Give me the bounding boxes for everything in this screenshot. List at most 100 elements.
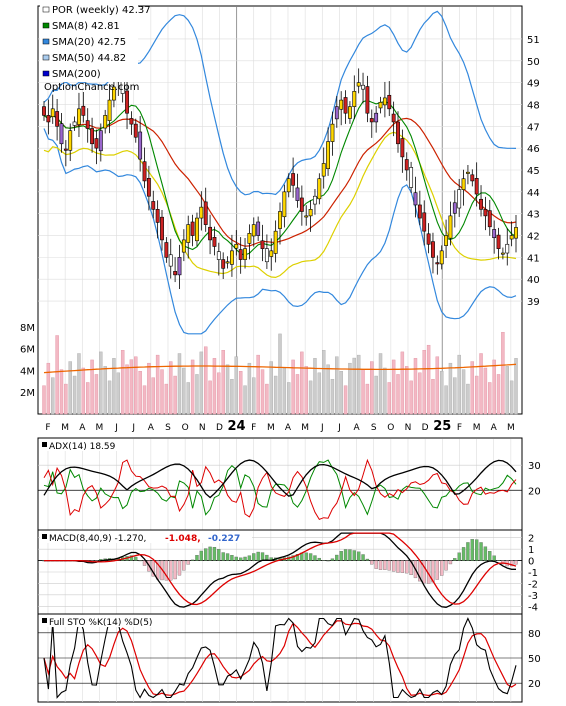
macd-histogram-bar <box>466 542 470 561</box>
candle-body <box>295 187 300 201</box>
candle-body <box>286 178 291 193</box>
candle-body <box>483 209 488 217</box>
macd-histogram-bar <box>383 560 387 570</box>
adx-line <box>43 459 517 499</box>
adx-tick-label: 20 <box>528 486 541 497</box>
volume-bar <box>81 367 86 415</box>
candle-body <box>348 106 352 119</box>
candle-body <box>238 249 243 260</box>
volume-bar <box>330 379 335 415</box>
volume-bar <box>365 383 370 415</box>
candle-body <box>42 106 46 116</box>
volume-bar <box>72 375 77 415</box>
candle-body <box>164 242 169 258</box>
candle-body <box>177 257 182 276</box>
macd-histogram-bar <box>501 560 505 565</box>
volume-bar <box>51 377 55 415</box>
macd-histogram-bar <box>234 556 238 561</box>
volume-bar <box>383 367 387 415</box>
candle-body <box>72 121 77 126</box>
candle-body <box>334 106 339 120</box>
candle-body <box>146 178 151 197</box>
candle-body <box>299 197 304 212</box>
candle-body <box>313 195 317 205</box>
volume-bar <box>300 351 304 415</box>
macd-histogram-bar <box>208 546 212 561</box>
candle-body <box>208 226 212 241</box>
candle-body <box>474 178 479 195</box>
price-candles <box>42 65 518 290</box>
candle-body <box>514 227 518 239</box>
candle-body <box>216 251 221 260</box>
candle-body <box>269 250 274 257</box>
volume-bar <box>112 358 116 415</box>
candle-body <box>356 82 361 87</box>
macd-tick-label: 0 <box>528 557 534 568</box>
volume-bar <box>59 369 64 415</box>
legend-background <box>40 4 138 82</box>
macd-histogram-bar <box>199 550 203 561</box>
volume-bar <box>391 359 396 415</box>
macd-histogram-bar <box>291 555 295 561</box>
volume-bar <box>164 383 169 415</box>
candle-body <box>264 248 269 263</box>
candle-body <box>352 91 357 107</box>
macd-tick-label: -1 <box>528 568 538 579</box>
candle-body <box>431 241 435 258</box>
volume-bar <box>396 374 400 415</box>
volume-bar <box>120 350 125 415</box>
candle-body <box>247 233 252 244</box>
volume-bar <box>282 367 287 415</box>
stochastic-tick-label: 80 <box>528 629 541 640</box>
candle-body <box>212 236 217 247</box>
x-axis-label: N <box>199 423 206 433</box>
volume-bar <box>474 375 479 415</box>
volume-tick-label: 2M <box>20 388 35 399</box>
candle-body <box>404 159 409 171</box>
volume-bar <box>339 371 343 415</box>
stochastic-axis-ticks: 20 50 80 <box>528 629 541 690</box>
stochastic-tick-label: 20 <box>528 679 541 690</box>
macd-histogram-bar <box>204 548 208 561</box>
stochastic-legend-swatch <box>42 618 47 623</box>
volume-bar <box>308 380 313 415</box>
candle-body <box>195 217 199 242</box>
macd-histogram-bar <box>453 558 457 561</box>
macd-panel: MACD(8,40,9) -1.270, -1.048, -0.227 -4-3… <box>37 529 538 615</box>
macd-histogram-bar <box>479 542 483 561</box>
volume-bar <box>370 361 374 415</box>
candle-body <box>461 178 466 190</box>
candle-body <box>221 259 226 269</box>
volume-bar <box>217 372 221 415</box>
price-tick-label: 46 <box>527 144 540 155</box>
candle-body <box>326 141 330 169</box>
macd-histogram-bar <box>295 554 300 561</box>
candle-body <box>369 118 374 123</box>
stochastic-title-background <box>40 615 166 627</box>
legend-swatch <box>42 38 50 45</box>
price-tick-label: 39 <box>527 297 540 308</box>
legend-swatch <box>42 70 50 77</box>
macd-histogram-bar <box>352 550 356 561</box>
volume-bar <box>46 362 51 415</box>
volume-bar <box>439 371 444 415</box>
volume-tick-label: 4M <box>20 366 35 377</box>
volume-bar <box>405 366 409 415</box>
candle-body <box>317 178 322 200</box>
volume-tick-label: 8M <box>20 323 35 334</box>
candle-body <box>55 111 60 127</box>
candle-body <box>125 90 129 114</box>
volume-bar <box>422 350 426 415</box>
candle-body <box>160 216 164 241</box>
sma50-line <box>43 131 517 279</box>
macd-tick-label: -3 <box>528 591 538 602</box>
volume-bar <box>304 366 308 415</box>
x-axis-label: J <box>114 423 118 433</box>
x-axis-label: M <box>507 423 515 433</box>
volume-bar <box>134 356 138 415</box>
legend-label: SMA(200) <box>52 69 101 80</box>
candle-body <box>133 123 138 138</box>
volume-bar <box>387 382 391 415</box>
candle-body <box>413 192 418 206</box>
